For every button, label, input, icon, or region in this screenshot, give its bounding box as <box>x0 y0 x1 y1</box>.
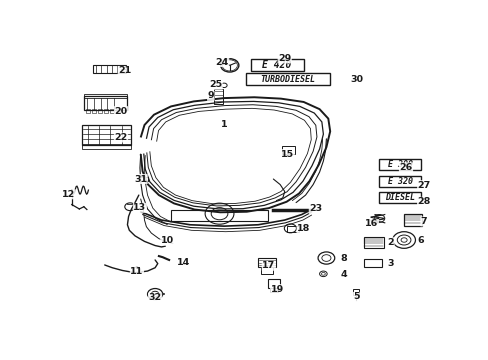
Bar <box>282 146 294 154</box>
Bar <box>93 65 125 73</box>
Bar <box>261 267 272 274</box>
Text: 22: 22 <box>114 133 127 142</box>
Text: 23: 23 <box>308 204 322 213</box>
Bar <box>250 59 303 72</box>
Text: 15: 15 <box>281 149 294 158</box>
Text: 11: 11 <box>130 267 143 276</box>
Text: 32: 32 <box>148 293 162 302</box>
Text: 8: 8 <box>339 254 346 263</box>
Bar <box>379 192 420 203</box>
Bar <box>352 288 358 296</box>
Text: E 300: E 300 <box>387 160 412 169</box>
Text: 1: 1 <box>220 121 227 130</box>
Bar <box>84 94 127 98</box>
Bar <box>363 237 383 248</box>
Bar <box>171 210 267 221</box>
Bar <box>85 109 89 113</box>
Bar <box>213 89 223 104</box>
Text: 12: 12 <box>62 190 75 199</box>
Text: 26: 26 <box>399 163 412 172</box>
Bar <box>92 109 96 113</box>
Bar <box>82 125 131 145</box>
Text: 13: 13 <box>133 203 146 212</box>
Bar <box>258 258 276 267</box>
Text: 24: 24 <box>215 58 228 67</box>
Bar <box>267 279 280 288</box>
Text: 4: 4 <box>340 270 346 279</box>
Text: 7: 7 <box>420 217 427 226</box>
Text: 25: 25 <box>209 80 222 89</box>
Text: 10: 10 <box>161 236 173 245</box>
Text: 5: 5 <box>353 292 359 301</box>
Text: 21: 21 <box>118 66 131 75</box>
Bar <box>286 226 299 232</box>
Text: 27: 27 <box>417 181 430 190</box>
Bar <box>245 73 329 85</box>
Bar <box>363 259 382 267</box>
Bar <box>116 109 120 113</box>
Text: TURBODIESEL: TURBODIESEL <box>260 75 315 84</box>
Text: 28: 28 <box>417 197 430 206</box>
Text: 14: 14 <box>176 258 189 267</box>
Text: 16: 16 <box>365 220 378 229</box>
Text: DIESEL: DIESEL <box>385 193 414 202</box>
Bar <box>104 109 107 113</box>
Bar <box>269 288 277 292</box>
Text: 6: 6 <box>416 237 423 246</box>
Text: 17: 17 <box>262 261 275 270</box>
Text: 31: 31 <box>134 175 147 184</box>
Text: E 320: E 320 <box>387 177 412 186</box>
Text: 19: 19 <box>270 284 283 293</box>
Bar <box>98 109 102 113</box>
Text: 29: 29 <box>278 54 291 63</box>
Bar <box>379 159 420 170</box>
Bar <box>82 144 131 149</box>
Bar <box>140 177 147 181</box>
Bar <box>84 96 127 110</box>
Bar <box>379 176 420 187</box>
Bar <box>403 214 421 226</box>
Text: 18: 18 <box>296 224 310 233</box>
Text: E 420: E 420 <box>262 60 291 70</box>
Text: 2: 2 <box>386 238 393 247</box>
Text: 30: 30 <box>349 75 363 84</box>
Text: 9: 9 <box>207 91 214 100</box>
Bar <box>110 109 114 113</box>
Text: 20: 20 <box>114 107 127 116</box>
Text: 3: 3 <box>387 258 393 267</box>
